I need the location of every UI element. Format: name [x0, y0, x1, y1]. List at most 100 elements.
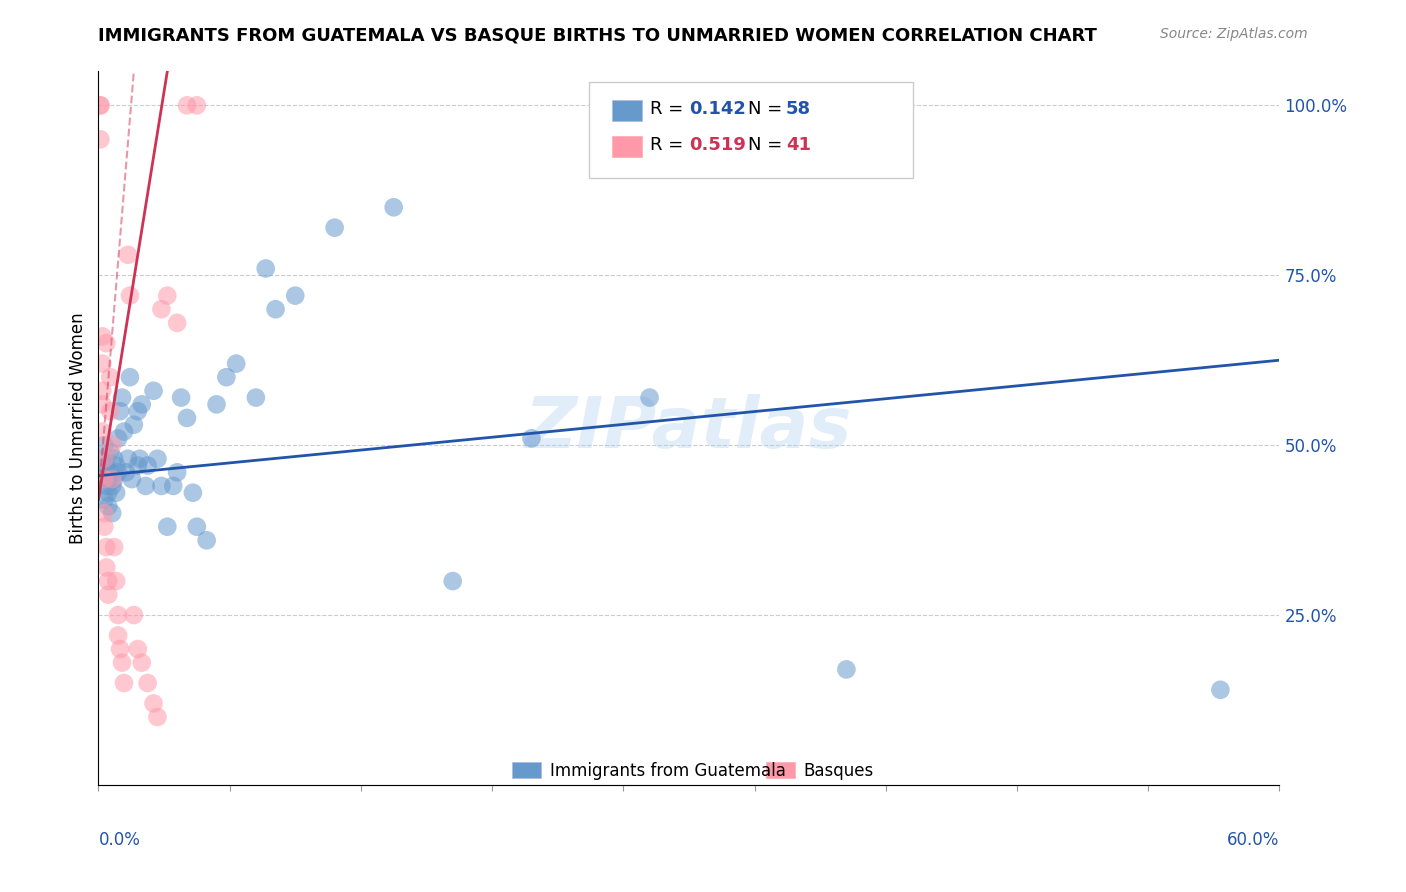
Point — [108, 642, 131, 657]
Point — [97, 472, 120, 486]
Point — [131, 656, 153, 670]
Point — [117, 248, 139, 262]
Point — [91, 397, 114, 411]
Point — [264, 302, 287, 317]
Point — [112, 676, 135, 690]
Point — [107, 608, 129, 623]
Point — [97, 588, 120, 602]
Text: Immigrants from Guatemala: Immigrants from Guatemala — [550, 762, 786, 780]
Text: 0.142: 0.142 — [689, 100, 745, 118]
Point — [103, 451, 125, 466]
Point — [105, 458, 128, 473]
Point — [115, 466, 138, 480]
Point — [118, 288, 141, 302]
Point — [105, 574, 128, 588]
Point — [195, 533, 218, 548]
Point — [89, 132, 111, 146]
Point — [91, 466, 114, 480]
Text: 41: 41 — [786, 136, 811, 153]
Point — [156, 288, 179, 302]
Point — [117, 451, 139, 466]
Point — [122, 417, 145, 432]
Text: Source: ZipAtlas.com: Source: ZipAtlas.com — [1160, 27, 1308, 41]
Point — [156, 519, 179, 533]
Point — [93, 472, 115, 486]
Text: ZIPatlas: ZIPatlas — [526, 393, 852, 463]
Point — [98, 404, 121, 418]
Point — [186, 98, 208, 112]
Point — [118, 370, 141, 384]
Point — [127, 642, 149, 657]
Text: Basques: Basques — [803, 762, 873, 780]
Point — [98, 370, 121, 384]
Point — [382, 200, 405, 214]
Point — [91, 357, 114, 371]
Point — [93, 451, 115, 466]
Point — [101, 479, 124, 493]
Point — [101, 472, 124, 486]
Point — [96, 560, 118, 574]
Text: IMMIGRANTS FROM GUATEMALA VS BASQUE BIRTHS TO UNMARRIED WOMEN CORRELATION CHART: IMMIGRANTS FROM GUATEMALA VS BASQUE BIRT… — [98, 27, 1097, 45]
Point — [146, 710, 169, 724]
Text: R =: R = — [650, 100, 689, 118]
Point — [103, 472, 125, 486]
Point — [166, 316, 188, 330]
Point — [142, 697, 165, 711]
Point — [89, 98, 111, 112]
Point — [93, 451, 115, 466]
Point — [835, 662, 858, 676]
FancyBboxPatch shape — [589, 82, 914, 178]
Point — [91, 425, 114, 439]
Point — [107, 628, 129, 642]
Point — [162, 479, 184, 493]
Point — [323, 220, 346, 235]
Y-axis label: Births to Unmarried Women: Births to Unmarried Women — [69, 312, 87, 544]
Text: 0.0%: 0.0% — [98, 831, 141, 849]
Point — [245, 391, 267, 405]
Point — [93, 492, 115, 507]
FancyBboxPatch shape — [766, 762, 796, 778]
Point — [638, 391, 661, 405]
Text: N =: N = — [748, 136, 787, 153]
Point — [121, 472, 143, 486]
FancyBboxPatch shape — [612, 136, 641, 157]
Point — [441, 574, 464, 588]
Point — [101, 506, 124, 520]
Point — [112, 425, 135, 439]
Point — [127, 404, 149, 418]
Point — [150, 302, 173, 317]
Point — [101, 438, 124, 452]
Point — [91, 329, 114, 343]
FancyBboxPatch shape — [512, 762, 541, 778]
Point — [166, 466, 188, 480]
Point — [176, 98, 198, 112]
Point — [107, 466, 129, 480]
Point — [97, 485, 120, 500]
FancyBboxPatch shape — [612, 100, 641, 121]
Point — [136, 676, 159, 690]
Point — [103, 540, 125, 554]
Point — [111, 391, 134, 405]
Point — [186, 519, 208, 533]
Point — [135, 479, 157, 493]
Point — [150, 479, 173, 493]
Point — [284, 288, 307, 302]
Point — [131, 397, 153, 411]
Text: 60.0%: 60.0% — [1227, 831, 1279, 849]
Point — [146, 451, 169, 466]
Point — [181, 485, 204, 500]
Point — [128, 451, 150, 466]
Point — [96, 479, 118, 493]
Point — [205, 397, 228, 411]
Point — [254, 261, 277, 276]
Point — [93, 519, 115, 533]
Point — [170, 391, 193, 405]
Point — [136, 458, 159, 473]
Point — [215, 370, 238, 384]
Point — [122, 608, 145, 623]
Point — [1209, 682, 1232, 697]
Point — [96, 458, 118, 473]
Point — [176, 411, 198, 425]
Point — [93, 506, 115, 520]
Text: R =: R = — [650, 136, 689, 153]
